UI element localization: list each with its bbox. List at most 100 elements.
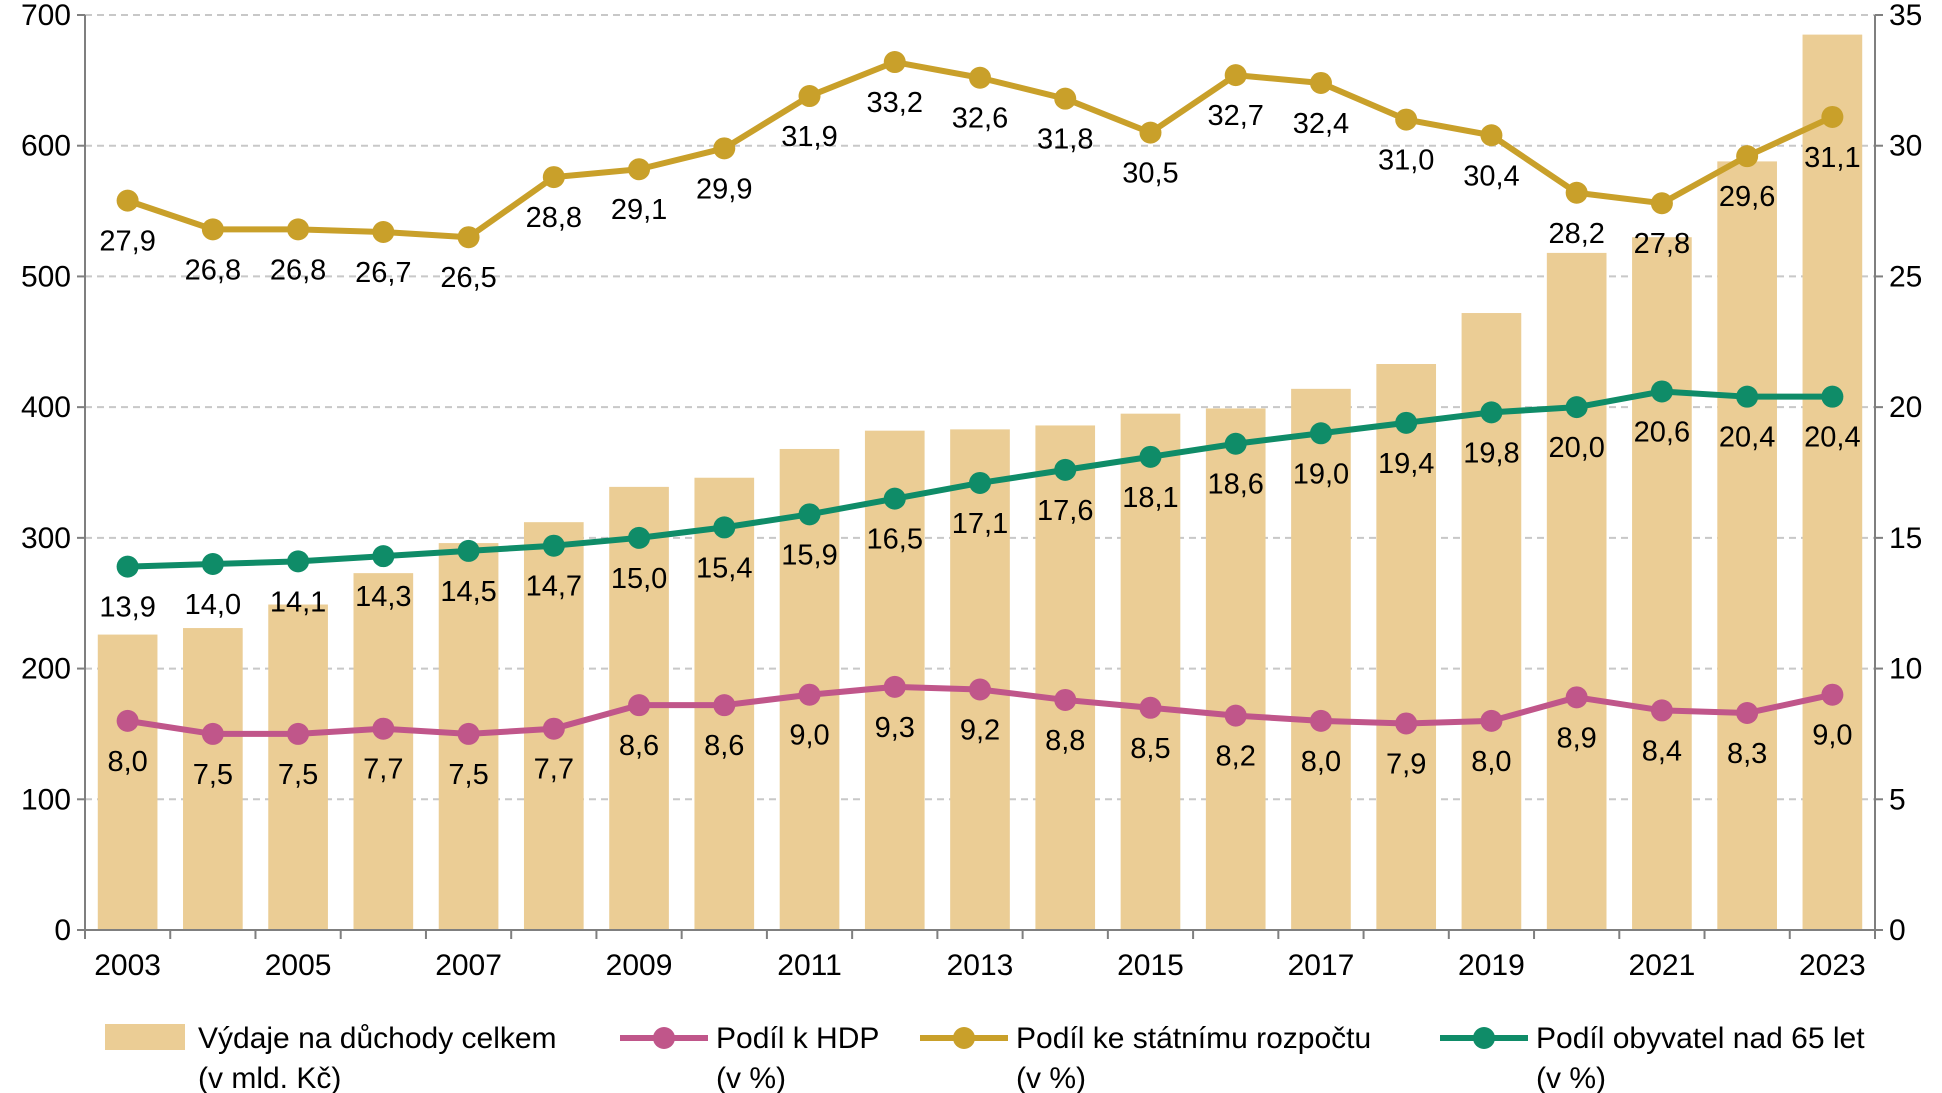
point-elderly-2009 xyxy=(628,526,651,549)
point-elderly-2003 xyxy=(116,555,139,578)
point-budget-2013 xyxy=(969,66,991,89)
point-elderly-2020 xyxy=(1565,396,1588,419)
data-label-hdp: 7,5 xyxy=(448,759,488,791)
point-hdp-2014 xyxy=(1054,688,1077,711)
data-label-elderly: 14,5 xyxy=(440,576,496,608)
x-tick-label: 2003 xyxy=(94,949,161,982)
legend-label-elderly: Podíl obyvatel nad 65 let xyxy=(1536,1022,1865,1055)
legend-label-budget: Podíl ke státnímu rozpočtu xyxy=(1016,1022,1371,1055)
data-label-budget: 27,9 xyxy=(99,226,155,258)
data-label-elderly: 13,9 xyxy=(99,592,155,624)
y-right-tick-label: 25 xyxy=(1889,260,1922,293)
y-right-tick-label: 5 xyxy=(1889,783,1906,816)
x-tick-label: 2021 xyxy=(1629,949,1696,982)
data-label-elderly: 17,6 xyxy=(1037,495,1093,527)
data-label-hdp: 8,3 xyxy=(1727,738,1767,770)
data-label-elderly: 14,1 xyxy=(270,586,326,618)
point-elderly-2016 xyxy=(1224,432,1247,455)
data-label-elderly: 18,6 xyxy=(1207,469,1263,501)
point-hdp-2009 xyxy=(628,694,651,717)
data-label-budget: 31,9 xyxy=(781,121,837,153)
point-elderly-2013 xyxy=(969,471,991,494)
data-label-hdp: 8,0 xyxy=(107,746,147,778)
point-hdp-2007 xyxy=(457,722,480,745)
y-left-tick-label: 500 xyxy=(21,260,71,293)
point-elderly-2017 xyxy=(1309,422,1332,445)
data-label-budget: 28,8 xyxy=(526,202,582,234)
point-hdp-2015 xyxy=(1139,696,1162,719)
data-label-budget: 32,4 xyxy=(1293,108,1349,140)
point-budget-2021 xyxy=(1650,192,1673,215)
point-elderly-2007 xyxy=(457,539,480,562)
point-elderly-2008 xyxy=(542,534,565,557)
point-hdp-2013 xyxy=(969,678,991,701)
point-hdp-2016 xyxy=(1224,704,1247,727)
point-elderly-2015 xyxy=(1139,445,1162,468)
data-label-elderly: 14,3 xyxy=(355,581,411,613)
data-label-hdp: 7,7 xyxy=(534,754,574,786)
point-budget-2022 xyxy=(1736,145,1759,168)
data-label-hdp: 9,3 xyxy=(875,712,915,744)
point-elderly-2021 xyxy=(1650,380,1673,403)
data-label-hdp: 8,6 xyxy=(619,730,659,762)
bar-2004 xyxy=(183,628,243,930)
point-budget-2023 xyxy=(1821,105,1844,128)
point-budget-2019 xyxy=(1480,124,1503,147)
y-left-tick-label: 400 xyxy=(21,391,71,424)
data-label-budget: 31,0 xyxy=(1378,145,1434,177)
x-tick-label: 2017 xyxy=(1288,949,1355,982)
point-hdp-2008 xyxy=(542,717,565,740)
point-elderly-2004 xyxy=(201,553,224,575)
data-label-elderly: 20,4 xyxy=(1804,422,1860,454)
y-right-tick-label: 35 xyxy=(1889,0,1922,32)
point-budget-2009 xyxy=(628,158,651,181)
x-tick-label: 2009 xyxy=(606,949,673,982)
data-label-budget: 30,4 xyxy=(1463,160,1519,192)
point-budget-2012 xyxy=(883,51,906,74)
data-label-hdp: 8,8 xyxy=(1045,725,1085,757)
data-label-hdp: 7,5 xyxy=(278,759,318,791)
bar-2014 xyxy=(1035,425,1096,930)
point-hdp-2006 xyxy=(372,717,395,740)
data-label-budget: 31,8 xyxy=(1037,124,1093,156)
data-label-hdp: 8,5 xyxy=(1130,733,1170,765)
legend-unit-hdp: (v %) xyxy=(716,1062,786,1093)
legend-label-expenditure: Výdaje na důchody celkem xyxy=(198,1022,557,1055)
point-budget-2004 xyxy=(201,218,224,241)
y-right-tick-label: 15 xyxy=(1889,522,1922,555)
point-elderly-2019 xyxy=(1480,401,1503,424)
data-label-elderly: 18,1 xyxy=(1122,482,1178,514)
bar-2016 xyxy=(1205,408,1266,930)
bar-2020 xyxy=(1546,252,1607,930)
y-right-tick-label: 0 xyxy=(1889,914,1906,947)
data-labels: 8,0 7,5 7,5 7,7 7,5 7,7 8,6 8,6 9,0 9,3 9,2 8,8 8,5 8… xyxy=(99,87,1860,791)
y-left-tick-label: 700 xyxy=(21,0,71,32)
x-tick-label: 2005 xyxy=(265,949,332,982)
data-label-elderly: 20,4 xyxy=(1719,422,1775,454)
data-label-hdp: 7,5 xyxy=(193,759,233,791)
point-hdp-2004 xyxy=(201,722,224,745)
x-tick-label: 2019 xyxy=(1458,949,1525,982)
data-label-hdp: 9,0 xyxy=(789,720,829,752)
y-right-tick-label: 20 xyxy=(1889,391,1922,424)
legend-unit-expenditure: (v mld. Kč) xyxy=(198,1062,341,1093)
data-label-elderly: 15,0 xyxy=(611,563,667,595)
y-left-tick-label: 100 xyxy=(21,783,71,816)
data-label-budget: 29,6 xyxy=(1719,181,1775,213)
x-tick-label: 2007 xyxy=(435,949,502,982)
point-budget-2017 xyxy=(1309,71,1332,94)
x-tick-label: 2015 xyxy=(1117,949,1184,982)
data-label-budget: 26,5 xyxy=(440,262,496,294)
data-label-budget: 31,1 xyxy=(1804,142,1860,174)
data-label-budget: 26,8 xyxy=(270,254,326,286)
legend: Výdaje na důchody celkem (v mld. Kč) Podíl… xyxy=(105,1022,1865,1093)
point-hdp-2022 xyxy=(1736,702,1759,725)
data-label-hdp: 8,4 xyxy=(1642,735,1682,767)
point-budget-2020 xyxy=(1565,181,1588,204)
point-budget-2006 xyxy=(372,220,395,243)
point-hdp-2011 xyxy=(798,683,821,706)
data-label-budget: 32,6 xyxy=(952,103,1008,135)
point-elderly-2018 xyxy=(1395,411,1418,434)
bar-2017 xyxy=(1291,388,1351,930)
point-hdp-2012 xyxy=(883,675,906,698)
